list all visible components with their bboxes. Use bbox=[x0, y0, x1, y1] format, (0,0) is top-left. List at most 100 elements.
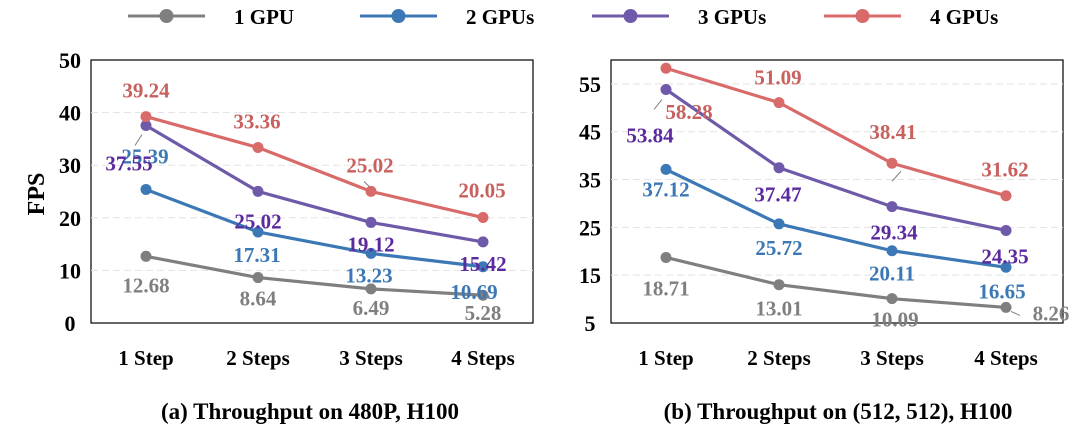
data-label-4-gpus: 38.41 bbox=[869, 120, 916, 144]
plot-frame bbox=[610, 59, 1064, 324]
y-axis-label: FPS bbox=[24, 173, 50, 216]
data-point-4-gpus bbox=[365, 185, 377, 197]
data-point-4-gpus bbox=[886, 157, 898, 169]
data-point-2-gpus bbox=[1000, 261, 1012, 273]
data-label-4-gpus: 20.05 bbox=[458, 179, 505, 203]
data-label-2-gpus: 37.12 bbox=[642, 177, 689, 201]
legend-label-4-gpus: 4 GPUs bbox=[930, 5, 998, 29]
x-tick-label: 1 Step bbox=[118, 346, 173, 370]
data-point-2-gpus bbox=[773, 218, 785, 230]
data-label-1-gpu: 5.28 bbox=[465, 301, 502, 325]
data-point-3-gpus bbox=[140, 119, 152, 131]
data-label-1-gpu: 10.09 bbox=[871, 308, 918, 332]
data-label-4-gpus: 33.36 bbox=[233, 110, 280, 134]
y-tick-label: 10 bbox=[59, 258, 81, 283]
chart-panel-b: 5 15 25 35 45 55 1 Step 2 Steps 3 Steps 4 Steps (b… bbox=[579, 59, 1070, 424]
series-line-3-gpus bbox=[665, 88, 1007, 233]
label-leader-line bbox=[653, 99, 663, 110]
data-point-3-gpus bbox=[773, 162, 785, 174]
label-leader-line bbox=[363, 181, 371, 188]
data-label-2-gpus: 16.65 bbox=[978, 279, 1025, 303]
data-label-2-gpus: 17.31 bbox=[233, 243, 280, 267]
data-label-1-gpu: 8.64 bbox=[240, 287, 277, 311]
legend-label-3-gpus: 3 GPUs bbox=[698, 5, 766, 29]
data-point-3-gpus bbox=[660, 83, 672, 95]
legend-marker-2-gpus bbox=[391, 9, 406, 23]
data-point-4-gpus bbox=[477, 212, 489, 224]
data-point-3-gpus bbox=[252, 185, 264, 197]
y-tick-label: 55 bbox=[579, 72, 601, 97]
x-tick-label: 3 Steps bbox=[339, 346, 403, 370]
x-tick-label: 4 Steps bbox=[451, 346, 515, 370]
label-leader-line bbox=[134, 134, 143, 146]
y-tick-label: 30 bbox=[59, 153, 81, 178]
data-point-1-gpu bbox=[365, 283, 377, 295]
data-label-4-gpus: 39.24 bbox=[122, 79, 170, 103]
x-tick-label: 2 Steps bbox=[226, 346, 290, 370]
data-label-4-gpus: 58.28 bbox=[665, 100, 712, 124]
y-tick-label: 0 bbox=[65, 311, 76, 336]
data-label-3-gpus: 53.84 bbox=[626, 123, 674, 147]
series-line-1-gpu bbox=[145, 254, 484, 297]
legend-marker-3-gpus bbox=[623, 9, 638, 23]
series-line-2-gpus bbox=[665, 167, 1007, 269]
y-tick-label: 50 bbox=[59, 48, 81, 73]
y-tick-label: 35 bbox=[579, 168, 601, 193]
data-point-2-gpus bbox=[365, 247, 377, 259]
data-label-3-gpus: 37.47 bbox=[754, 183, 801, 207]
data-label-3-gpus: 24.35 bbox=[981, 244, 1028, 268]
data-label-1-gpu: 6.49 bbox=[353, 296, 390, 320]
data-label-4-gpus: 25.02 bbox=[346, 153, 393, 177]
data-label-4-gpus: 51.09 bbox=[754, 66, 801, 90]
data-point-4-gpus bbox=[252, 142, 264, 154]
y-tick-label: 15 bbox=[579, 263, 601, 288]
data-label-2-gpus: 10.69 bbox=[450, 280, 497, 304]
data-point-3-gpus bbox=[477, 236, 489, 248]
chart-title: (a) Throughput on 480P, H100 bbox=[161, 399, 459, 424]
data-point-2-gpus bbox=[477, 261, 489, 273]
legend: 1 GPU 2 GPUs 3 GPUs 4 GPUs bbox=[128, 5, 998, 29]
data-label-1-gpu: 18.71 bbox=[642, 276, 689, 300]
series-line-4-gpus bbox=[665, 66, 1007, 198]
data-label-1-gpu: 13.01 bbox=[755, 297, 802, 321]
data-label-3-gpus: 29.34 bbox=[870, 221, 918, 245]
y-tick-label: 45 bbox=[579, 120, 601, 145]
x-tick-label: 2 Steps bbox=[747, 346, 811, 370]
legend-label-2-gpus: 2 GPUs bbox=[466, 5, 534, 29]
data-label-2-gpus: 20.11 bbox=[869, 262, 915, 286]
data-label-3-gpus: 25.02 bbox=[234, 209, 281, 233]
series-line-1-gpu bbox=[665, 255, 1007, 310]
data-label-2-gpus: 13.23 bbox=[345, 263, 392, 287]
data-point-4-gpus bbox=[660, 62, 672, 74]
data-label-2-gpus: 25.39 bbox=[121, 144, 168, 168]
data-label-3-gpus: 15.42 bbox=[459, 252, 506, 276]
series-line-3-gpus bbox=[145, 124, 484, 244]
data-point-2-gpus bbox=[140, 183, 152, 195]
data-label-3-gpus: 19.12 bbox=[347, 232, 394, 256]
series-line-2-gpus bbox=[145, 187, 484, 269]
data-point-4-gpus bbox=[1000, 190, 1012, 202]
y-tick-label: 40 bbox=[59, 101, 81, 126]
data-point-3-gpus bbox=[365, 216, 377, 228]
data-point-1-gpu bbox=[140, 250, 152, 262]
data-point-2-gpus bbox=[886, 245, 898, 257]
x-tick-label: 4 Steps bbox=[974, 346, 1038, 370]
x-tick-label: 1 Step bbox=[638, 346, 693, 370]
legend-label-1-gpu: 1 GPU bbox=[234, 5, 294, 29]
data-label-1-gpu: 8.26 bbox=[1033, 301, 1070, 325]
data-label-4-gpus: 31.62 bbox=[981, 158, 1028, 182]
data-point-1-gpu bbox=[252, 272, 264, 284]
chart-panel-a: 0 10 20 30 40 50 1 Step 2 Steps 3 Steps 4 Steps (a… bbox=[24, 48, 534, 424]
y-tick-label: 20 bbox=[59, 206, 81, 231]
data-point-1-gpu bbox=[660, 251, 672, 263]
data-point-1-gpu bbox=[477, 289, 489, 301]
data-point-4-gpus bbox=[773, 97, 785, 109]
data-point-3-gpus bbox=[1000, 224, 1012, 236]
data-point-4-gpus bbox=[140, 111, 152, 123]
label-leader-line bbox=[1010, 310, 1021, 316]
x-tick-label: 3 Steps bbox=[860, 346, 924, 370]
data-label-1-gpu: 12.68 bbox=[122, 273, 169, 297]
data-label-3-gpus: 37.55 bbox=[105, 151, 152, 175]
plot-frame bbox=[90, 59, 534, 324]
data-point-1-gpu bbox=[1000, 301, 1012, 313]
